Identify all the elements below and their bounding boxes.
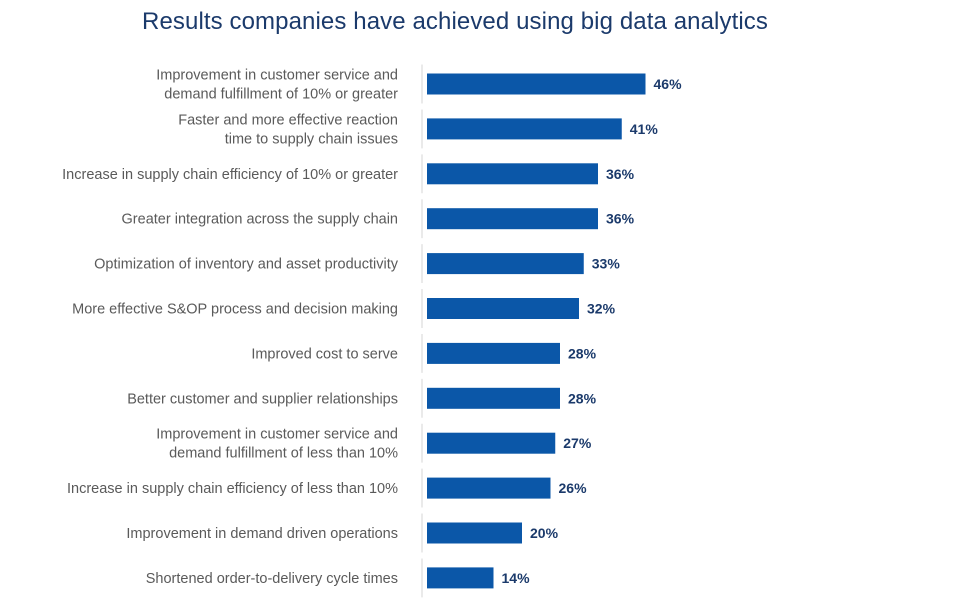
- category-label: Faster and more effective reaction: [178, 112, 398, 128]
- bar: [427, 567, 494, 589]
- value-label: 36%: [606, 166, 635, 182]
- bar: [427, 477, 551, 499]
- value-label: 41%: [630, 121, 659, 137]
- bar: [427, 163, 598, 185]
- value-label: 14%: [502, 570, 531, 586]
- value-label: 26%: [559, 480, 588, 496]
- value-label: 27%: [563, 435, 592, 451]
- category-label: time to supply chain issues: [225, 131, 398, 147]
- category-label: Improvement in customer service and: [156, 68, 398, 84]
- category-labels: Improvement in customer service and deman…: [62, 68, 399, 587]
- category-label: Optimization of inventory and asset prod…: [94, 257, 399, 273]
- category-label: Greater integration across the supply ch…: [122, 212, 398, 228]
- value-label: 33%: [592, 256, 621, 272]
- bar: [427, 118, 622, 140]
- bar: [427, 522, 522, 544]
- bar: [427, 387, 560, 409]
- category-label: demand fulfillment of less than 10%: [169, 446, 398, 462]
- value-label: 46%: [654, 76, 683, 92]
- value-label: 28%: [568, 345, 597, 361]
- value-label: 36%: [606, 211, 635, 227]
- category-label: More effective S&OP process and decision…: [72, 302, 398, 318]
- category-label: Better customer and supplier relationshi…: [127, 391, 398, 407]
- bar: [427, 208, 598, 230]
- value-label: 20%: [530, 525, 559, 541]
- value-label: 32%: [587, 301, 616, 317]
- chart-title: Results companies have achieved using bi…: [142, 8, 768, 35]
- bar: [427, 342, 560, 364]
- category-label: Improvement in demand driven operations: [126, 526, 398, 542]
- value-label: 28%: [568, 390, 597, 406]
- category-label: Improved cost to serve: [251, 346, 398, 362]
- bar: [427, 253, 584, 275]
- category-label: Improvement in customer service and: [156, 427, 398, 443]
- bars: [427, 73, 646, 589]
- category-label: Shortened order-to-delivery cycle times: [146, 571, 398, 587]
- bar: [427, 432, 556, 454]
- category-label: demand fulfillment of 10% or greater: [164, 87, 398, 103]
- category-label: Increase in supply chain efficiency of l…: [67, 481, 398, 497]
- category-label: Increase in supply chain efficiency of 1…: [62, 167, 398, 183]
- bar: [427, 298, 579, 319]
- value-labels: 46% 41% 36% 36% 33% 32% 28% 28% 27% 26% 20% 14%: [502, 76, 683, 586]
- bar: [427, 73, 646, 95]
